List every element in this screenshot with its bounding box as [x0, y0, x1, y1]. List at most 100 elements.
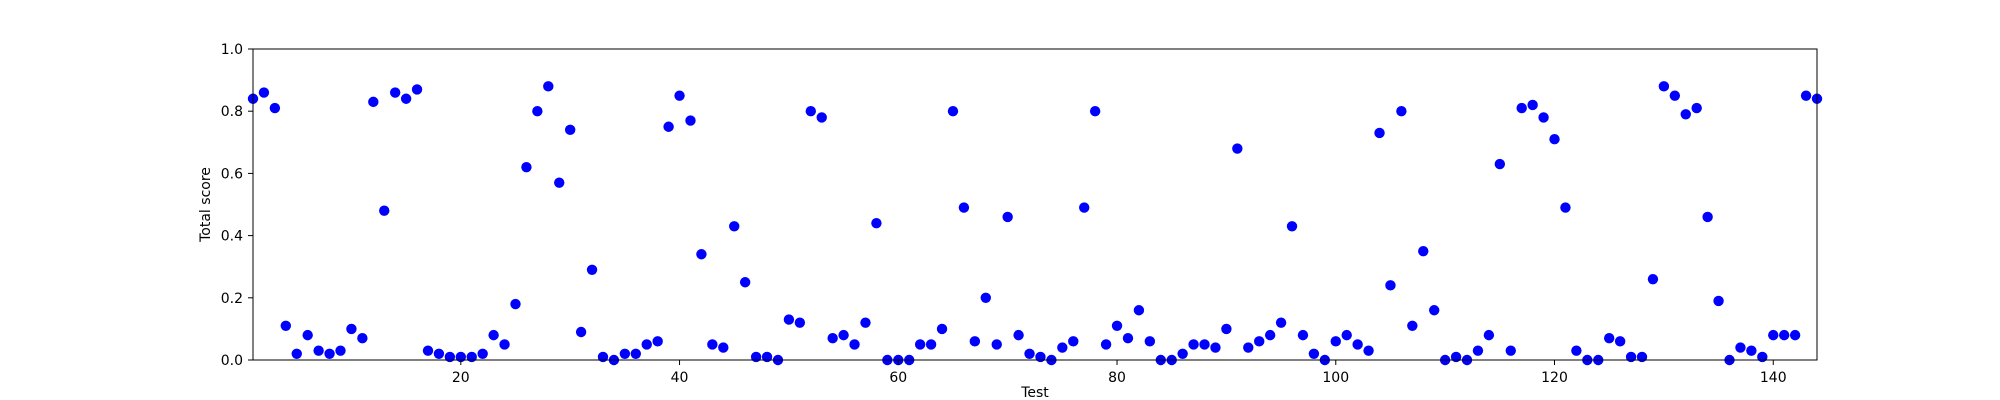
data-point	[335, 345, 346, 356]
data-point	[1800, 90, 1812, 101]
data-point	[1658, 81, 1670, 92]
data-point	[1363, 345, 1374, 356]
data-point	[958, 202, 970, 213]
y-tick-label: 0.8	[221, 104, 243, 120]
data-point	[1035, 351, 1046, 363]
data-point	[1308, 348, 1320, 359]
data-point	[969, 336, 981, 347]
x-tick-label: 40	[671, 370, 689, 386]
data-point	[1341, 329, 1352, 341]
data-point	[466, 351, 477, 363]
data-point	[1100, 339, 1112, 350]
data-point	[783, 314, 795, 325]
data-point	[1374, 127, 1385, 139]
data-point	[860, 317, 871, 328]
data-point	[925, 339, 937, 350]
data-point	[1396, 106, 1407, 117]
data-point	[554, 177, 565, 188]
data-point	[674, 90, 685, 101]
data-point	[641, 339, 652, 350]
data-point	[1614, 336, 1626, 347]
y-axis: 0.0 0.2 0.4 0.6 0.8 1.0	[221, 42, 253, 369]
data-point	[1352, 339, 1363, 350]
data-point	[1013, 329, 1024, 341]
data-point	[389, 87, 401, 98]
data-point	[750, 351, 762, 363]
data-point	[707, 339, 718, 350]
data-point	[871, 217, 882, 229]
data-point	[1210, 342, 1221, 353]
data-point	[1264, 329, 1276, 341]
data-point	[1450, 351, 1462, 363]
data-point	[1418, 245, 1429, 257]
data-point	[1144, 336, 1156, 347]
data-point	[1133, 305, 1145, 316]
x-tick-label: 100	[1322, 370, 1349, 386]
data-point	[258, 87, 270, 98]
data-point	[729, 221, 740, 232]
data-point	[718, 342, 729, 353]
data-point	[477, 348, 488, 359]
data-point	[1089, 106, 1101, 117]
data-point	[1505, 345, 1516, 356]
data-point	[1079, 202, 1090, 213]
data-point	[936, 323, 948, 335]
plot-frame	[252, 48, 1818, 361]
y-tick-label: 0.4	[221, 229, 243, 245]
data-point	[488, 329, 499, 341]
data-point	[739, 277, 751, 288]
data-point	[1625, 351, 1637, 363]
data-point	[269, 102, 281, 114]
data-point	[1111, 320, 1123, 331]
data-point	[499, 339, 510, 350]
data-point	[849, 339, 860, 350]
data-point	[368, 96, 379, 108]
data-point	[357, 333, 368, 344]
data-point	[1516, 102, 1527, 114]
data-point	[455, 351, 467, 363]
x-tick-label: 80	[1108, 370, 1126, 386]
data-point	[1713, 295, 1724, 307]
data-point	[1275, 317, 1287, 328]
data-point	[947, 106, 959, 117]
data-point	[346, 323, 357, 335]
data-point	[543, 81, 554, 92]
data-point	[1669, 90, 1681, 101]
data-point	[379, 205, 390, 216]
data-point	[280, 320, 292, 331]
data-point	[1571, 345, 1582, 356]
data-point	[575, 326, 587, 338]
data-point	[1538, 112, 1549, 123]
data-point	[1680, 109, 1691, 120]
x-tick-label: 60	[889, 370, 907, 386]
data-point	[1188, 339, 1199, 350]
data-point	[1254, 336, 1265, 347]
data-point	[1549, 133, 1560, 145]
y-tick-label: 1.0	[221, 42, 243, 58]
data-point	[1527, 99, 1538, 111]
x-tick-label: 120	[1541, 370, 1568, 386]
data-point	[1199, 339, 1210, 350]
data-point	[510, 298, 521, 310]
data-point	[1385, 280, 1396, 291]
data-point	[914, 339, 926, 350]
data-point	[1636, 351, 1648, 363]
y-axis-label: Total score	[198, 167, 214, 243]
data-point	[1746, 345, 1757, 356]
data-point	[1057, 342, 1068, 353]
data-point	[532, 106, 543, 117]
data-point	[1177, 348, 1188, 359]
data-point	[685, 115, 696, 126]
data-point	[1429, 305, 1440, 316]
data-point	[838, 329, 849, 341]
data-point	[521, 161, 532, 173]
data-point	[761, 351, 773, 363]
data-point	[597, 351, 609, 363]
data-point	[619, 348, 631, 359]
data-point	[586, 264, 598, 276]
data-points	[247, 81, 1823, 366]
data-point	[1768, 329, 1779, 341]
data-point	[313, 345, 324, 356]
data-point	[1789, 329, 1801, 341]
data-point	[291, 348, 302, 359]
